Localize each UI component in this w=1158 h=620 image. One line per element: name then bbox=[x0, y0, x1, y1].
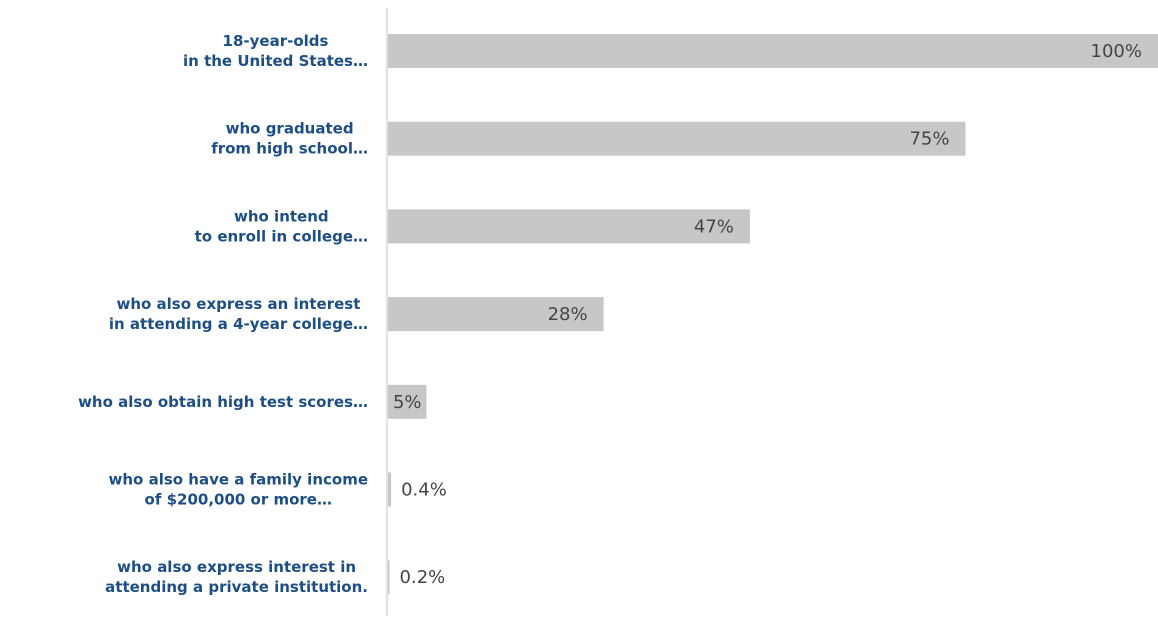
value-label: 75% bbox=[909, 129, 949, 150]
category-label: who also obtain high test scores… bbox=[78, 392, 368, 410]
category-label: 18-year-olds in the United States… bbox=[183, 32, 368, 70]
value-label: 28% bbox=[548, 304, 588, 325]
value-label: 47% bbox=[694, 216, 734, 237]
bar bbox=[388, 472, 392, 507]
category-line: who also express an interest bbox=[116, 295, 360, 313]
category-line: who intend bbox=[234, 207, 329, 225]
category-line: 18-year-olds bbox=[223, 32, 329, 50]
bar bbox=[388, 209, 750, 244]
bar bbox=[388, 34, 1158, 68]
category-line: to enroll in college… bbox=[195, 227, 368, 245]
category-line: in attending a 4-year college… bbox=[109, 315, 368, 333]
bar bbox=[388, 384, 427, 419]
category-line: attending a private institution. bbox=[105, 578, 368, 596]
category-label: who also express interest in attending a … bbox=[105, 558, 368, 596]
category-line: who also obtain high test scores… bbox=[78, 392, 368, 410]
category-line: who also express interest in bbox=[117, 558, 356, 576]
category-line: who graduated bbox=[226, 119, 354, 137]
category-label: who graduated from high school… bbox=[211, 119, 368, 157]
value-label: 5% bbox=[393, 392, 422, 413]
category-line: of $200,000 or more… bbox=[145, 490, 332, 508]
category-label: who also have a family income of $200,000… bbox=[109, 470, 368, 508]
value-label: 100% bbox=[1091, 41, 1142, 62]
bar bbox=[388, 297, 604, 332]
value-label: 0.2% bbox=[400, 567, 446, 588]
bar bbox=[388, 560, 390, 595]
category-label: who also express an interest in attending… bbox=[109, 295, 368, 333]
category-line: who also have a family income bbox=[109, 470, 368, 488]
category-line: from high school… bbox=[211, 139, 368, 157]
value-label: 0.4% bbox=[401, 480, 447, 501]
bar bbox=[388, 121, 966, 156]
category-line: in the United States… bbox=[183, 52, 368, 70]
category-label: who intend to enroll in college… bbox=[195, 207, 368, 245]
